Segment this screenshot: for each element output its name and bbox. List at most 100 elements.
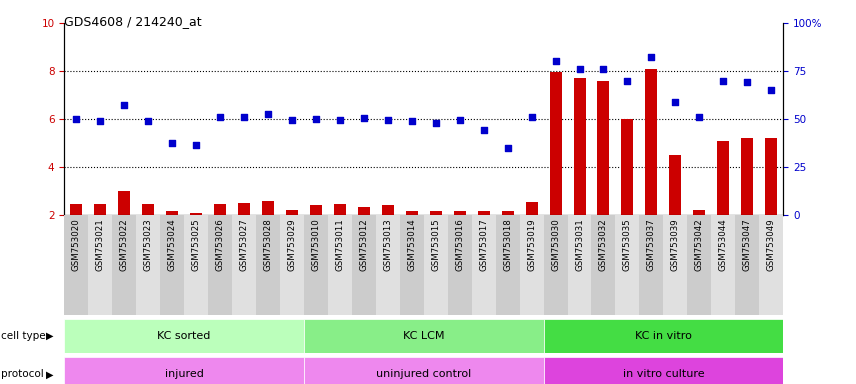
Text: GSM753014: GSM753014 xyxy=(407,218,416,271)
Text: uninjured control: uninjured control xyxy=(376,369,472,379)
Bar xyxy=(214,204,226,215)
Bar xyxy=(424,215,448,315)
Point xyxy=(285,117,299,123)
Bar xyxy=(615,215,639,315)
Text: GSM753011: GSM753011 xyxy=(336,218,344,271)
Text: GSM753025: GSM753025 xyxy=(192,218,200,271)
Text: GSM753049: GSM753049 xyxy=(767,218,776,271)
Bar xyxy=(621,119,633,215)
Bar xyxy=(502,212,514,215)
Text: GSM753020: GSM753020 xyxy=(72,218,80,271)
Point xyxy=(429,119,443,126)
Bar xyxy=(64,357,304,384)
Bar xyxy=(256,215,280,315)
Bar xyxy=(406,212,418,215)
Text: GSM753028: GSM753028 xyxy=(264,218,272,271)
Point xyxy=(141,118,155,124)
Point xyxy=(93,118,107,124)
Text: GSM753021: GSM753021 xyxy=(96,218,104,271)
Point xyxy=(740,79,754,85)
Bar xyxy=(136,215,160,315)
Bar xyxy=(759,215,783,315)
Bar xyxy=(304,357,544,384)
Text: GSM753018: GSM753018 xyxy=(503,218,512,271)
Bar xyxy=(286,210,298,215)
Bar xyxy=(400,215,424,315)
Point xyxy=(381,117,395,123)
Text: GSM753012: GSM753012 xyxy=(360,218,368,271)
Bar xyxy=(64,319,304,353)
Bar xyxy=(472,215,496,315)
Bar xyxy=(382,205,394,215)
Point xyxy=(333,117,347,123)
Text: GSM753013: GSM753013 xyxy=(383,218,392,271)
Bar xyxy=(478,212,490,215)
Bar xyxy=(591,215,615,315)
Bar xyxy=(208,215,232,315)
Point xyxy=(549,58,562,65)
Point xyxy=(764,87,778,93)
Text: GSM753042: GSM753042 xyxy=(695,218,704,271)
Bar xyxy=(304,319,544,353)
Point xyxy=(477,127,490,133)
Bar xyxy=(717,141,729,215)
Point xyxy=(237,114,251,120)
Point xyxy=(716,78,730,84)
Text: KC LCM: KC LCM xyxy=(403,331,444,341)
Point xyxy=(309,116,323,122)
Point xyxy=(261,111,275,118)
Text: GSM753015: GSM753015 xyxy=(431,218,440,271)
Text: ▶: ▶ xyxy=(46,331,53,341)
Bar xyxy=(765,138,777,215)
Bar xyxy=(568,215,591,315)
Bar xyxy=(166,212,178,215)
Bar xyxy=(142,204,154,215)
Point xyxy=(669,99,682,105)
Text: GSM753047: GSM753047 xyxy=(743,218,752,271)
Point xyxy=(453,117,467,123)
Bar xyxy=(741,138,753,215)
Bar xyxy=(597,81,609,215)
Point xyxy=(189,142,203,149)
Bar xyxy=(687,215,711,315)
Text: GSM753010: GSM753010 xyxy=(312,218,320,271)
Point xyxy=(693,114,706,120)
Text: KC in vitro: KC in vitro xyxy=(635,331,692,341)
Bar xyxy=(711,215,735,315)
Bar xyxy=(184,215,208,315)
Bar xyxy=(526,202,538,215)
Bar xyxy=(663,215,687,315)
Bar xyxy=(645,69,657,215)
Bar xyxy=(94,204,106,215)
Text: GSM753019: GSM753019 xyxy=(527,218,536,271)
Text: GSM753044: GSM753044 xyxy=(719,218,728,271)
Point xyxy=(501,145,514,151)
Bar xyxy=(64,215,88,315)
Bar xyxy=(328,215,352,315)
Text: GSM753039: GSM753039 xyxy=(671,218,680,271)
Bar xyxy=(160,215,184,315)
Bar xyxy=(448,215,472,315)
Point xyxy=(69,116,83,122)
Bar xyxy=(352,215,376,315)
Bar xyxy=(70,204,82,215)
Text: KC sorted: KC sorted xyxy=(158,331,211,341)
Bar xyxy=(639,215,663,315)
Bar xyxy=(544,357,783,384)
Text: GSM753037: GSM753037 xyxy=(647,218,656,271)
Bar xyxy=(112,215,136,315)
Point xyxy=(117,101,131,108)
Bar xyxy=(190,213,202,215)
Bar xyxy=(334,204,346,215)
Point xyxy=(597,66,610,72)
Text: GSM753029: GSM753029 xyxy=(288,218,296,271)
Text: GDS4608 / 214240_at: GDS4608 / 214240_at xyxy=(64,15,202,28)
Point xyxy=(213,114,227,120)
Point xyxy=(645,54,658,60)
Text: in vitro culture: in vitro culture xyxy=(622,369,704,379)
Point xyxy=(525,114,538,120)
Text: GSM753022: GSM753022 xyxy=(120,218,128,271)
Text: GSM753035: GSM753035 xyxy=(623,218,632,271)
Bar xyxy=(544,319,783,353)
Bar xyxy=(88,215,112,315)
